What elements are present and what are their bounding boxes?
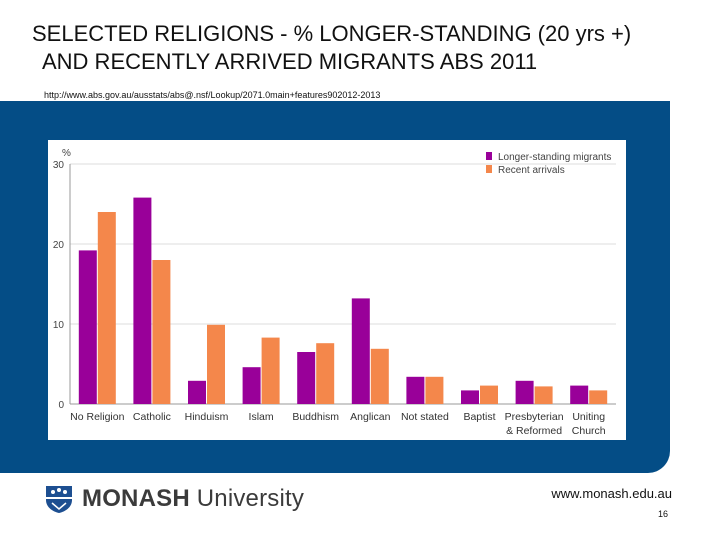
bar-recent: [97, 212, 116, 404]
bar-longer-standing: [515, 380, 534, 404]
bar-longer-standing: [461, 390, 479, 404]
bar-recent: [207, 324, 225, 404]
bar-recent: [370, 348, 389, 404]
bar-recent: [316, 343, 335, 404]
x-tick-label: Catholic: [133, 411, 171, 423]
title-line-2: AND RECENTLY ARRIVED MIGRANTS ABS 2011: [42, 49, 538, 74]
monash-crest-icon: [46, 486, 72, 513]
bar-recent: [261, 337, 280, 404]
y-tick-label: 20: [53, 240, 65, 251]
logo-wordmark: MONASH University: [82, 485, 304, 513]
bar-longer-standing: [297, 352, 316, 404]
bar-recent: [152, 260, 171, 404]
legend-swatch: [486, 165, 492, 173]
x-tick-label: Hinduism: [185, 411, 229, 423]
legend-label: Longer-standing migrants: [498, 152, 611, 163]
bar-longer-standing: [133, 197, 152, 404]
bar-longer-standing: [406, 376, 425, 404]
x-tick-label: Church: [572, 425, 606, 437]
title-line-1: SELECTED RELIGIONS - % LONGER-STANDING (…: [32, 21, 632, 46]
bar-recent: [480, 385, 498, 404]
monash-logo: MONASH University: [44, 484, 304, 514]
bar-recent: [589, 390, 608, 404]
bar-recent: [425, 376, 444, 404]
bar-longer-standing: [242, 367, 261, 404]
x-tick-label: Buddhism: [292, 411, 339, 423]
y-tick-label: 10: [53, 320, 65, 331]
x-tick-label: Baptist: [463, 411, 495, 423]
legend-label: Recent arrivals: [498, 165, 565, 176]
bar-recent: [534, 386, 553, 404]
legend-swatch: [486, 152, 492, 160]
x-tick-label: Anglican: [350, 411, 390, 423]
x-tick-label: Not stated: [401, 411, 449, 423]
site-url[interactable]: www.monash.edu.au: [551, 486, 672, 501]
x-tick-label: Uniting: [572, 411, 605, 423]
bar-longer-standing: [188, 380, 206, 404]
x-tick-label: Presbyterian: [505, 411, 564, 423]
slide-title: SELECTED RELIGIONS - % LONGER-STANDING (…: [32, 20, 712, 76]
bar-chart: 0 10 20 30% No Religion Catholic Hinduism Islam…: [53, 148, 616, 437]
bar-longer-standing: [570, 385, 589, 404]
y-tick-label: 30: [53, 160, 65, 171]
y-tick-label: 0: [58, 400, 64, 411]
x-tick-label: Islam: [249, 411, 274, 423]
logo-bold: MONASH: [82, 485, 190, 512]
bar-longer-standing: [78, 250, 97, 404]
source-url[interactable]: http://www.abs.gov.au/ausstats/abs@.nsf/…: [44, 90, 381, 100]
chart-container: 0 10 20 30% No Religion Catholic Hinduism Islam…: [48, 140, 626, 440]
x-tick-label: & Reformed: [506, 425, 562, 437]
y-axis-label: %: [62, 148, 71, 159]
page-number: 16: [657, 509, 668, 519]
logo-regular: University: [189, 485, 305, 512]
x-tick-label: No Religion: [70, 411, 124, 423]
bar-longer-standing: [351, 298, 370, 404]
